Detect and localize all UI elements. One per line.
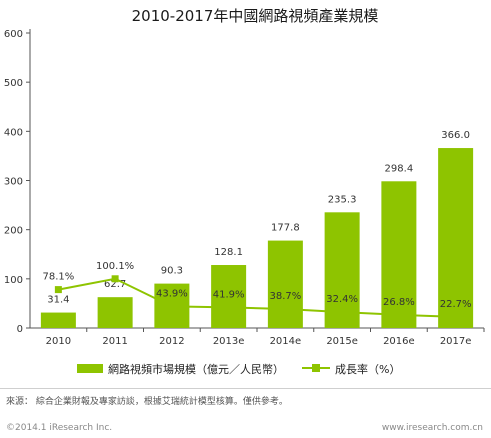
x-tick-label: 2017e [440, 336, 472, 347]
growth-value-label: 41.9% [213, 289, 245, 300]
bar [438, 148, 474, 328]
x-tick-label: 2012 [159, 336, 184, 347]
legend-line-label: 成長率（%） [335, 362, 400, 376]
bar-value-label: 235.3 [328, 194, 357, 205]
bar-value-label: 366.0 [441, 130, 470, 141]
growth-point [168, 302, 176, 310]
growth-point [54, 286, 62, 294]
y-tick-label: 400 [4, 127, 23, 138]
y-tick-label: 500 [4, 78, 23, 89]
y-tick-label: 200 [4, 226, 23, 237]
x-tick-label: 2013e [213, 336, 245, 347]
bar-value-label: 62.7 [104, 279, 126, 290]
legend-bar-swatch [77, 364, 103, 373]
bar-value-label: 90.3 [161, 266, 183, 277]
growth-point [395, 311, 403, 319]
legend-bar-label: 網路視頻市場規模（億元／人民幣） [108, 362, 284, 376]
copyright: ©2014.1 iResearch Inc. [6, 423, 113, 433]
growth-value-label: 22.7% [440, 299, 472, 310]
y-tick-label: 0 [17, 324, 23, 335]
growth-value-label: 100.1% [96, 261, 134, 272]
growth-point [452, 313, 460, 321]
legend: 網路視頻市場規模（億元／人民幣） 成長率（%） [77, 362, 400, 376]
y-tick-label: 600 [4, 29, 23, 40]
x-tick-label: 2015e [326, 336, 358, 347]
growth-point [338, 308, 346, 316]
source-note: 來源： 綜合企業財報及專家訪談，根據艾瑞統計模型核算。僅供參考。 [6, 397, 288, 407]
growth-value-label: 78.1% [42, 272, 74, 283]
growth-value-label: 43.9% [156, 288, 188, 299]
bar-layer: 31.4 62.7 90.3 128.1 177.8 235.3 298.4 366.0 [40, 130, 474, 328]
growth-point [111, 275, 119, 283]
bar-value-label: 177.8 [271, 223, 300, 234]
growth-value-label: 32.4% [326, 294, 358, 305]
x-tick-label: 2010 [46, 336, 71, 347]
y-tick-label: 300 [4, 177, 23, 188]
y-tick-label: 100 [4, 275, 23, 286]
footer-divider [0, 388, 491, 389]
line-layer: 78.1% 100.1% 43.9% 41.9% 38.7% 32.4% 26.8% 22.7… [42, 261, 472, 321]
chart-title: 2010-2017年中國網路視頻產業規模 [132, 7, 379, 25]
x-tick-label: 2011 [102, 336, 127, 347]
growth-point [225, 303, 233, 311]
bar [40, 312, 76, 328]
growth-value-label: 38.7% [269, 291, 301, 302]
growth-line [58, 277, 456, 318]
bar [97, 297, 133, 328]
bar [211, 265, 247, 328]
bar [381, 181, 417, 328]
site-url: www.iresearch.com.cn [381, 423, 483, 433]
x-tick-label: 2014e [270, 336, 302, 347]
bar [267, 240, 303, 328]
bar-value-label: 128.1 [214, 247, 243, 258]
bar-value-label: 31.4 [47, 295, 69, 306]
growth-point [281, 305, 289, 313]
bar-value-label: 298.4 [385, 163, 414, 174]
x-tick-label: 2016e [383, 336, 415, 347]
growth-value-label: 26.8% [383, 297, 415, 308]
legend-line-marker [312, 364, 320, 372]
